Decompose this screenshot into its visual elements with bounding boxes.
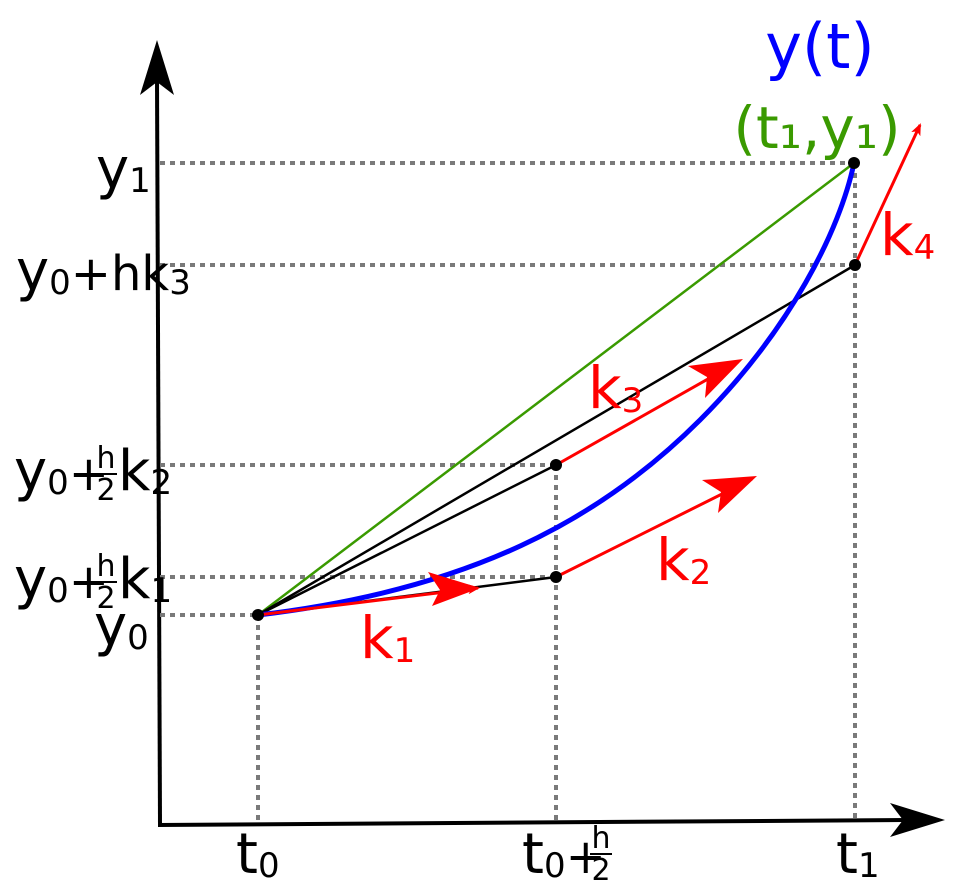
arrow-up-icon [140, 40, 174, 95]
black-chord-k3 [257, 263, 856, 617]
label-t0-h2: t0+ h 2 [522, 821, 612, 888]
svg-text:h: h [96, 549, 115, 584]
label-y0: y0 [94, 594, 149, 659]
black-chord-mid [257, 463, 557, 617]
svg-text:k1: k1 [118, 547, 172, 612]
points [252, 157, 861, 621]
y-axis [155, 79, 162, 826]
guide-lines [160, 161, 857, 822]
svg-text:t0+: t0+ [522, 822, 606, 887]
svg-text:2: 2 [96, 581, 115, 616]
curve-label: y(t) [765, 10, 874, 83]
label-y1: y1 [96, 137, 151, 202]
k1-arrowhead [428, 572, 480, 606]
label-k4: k4 [880, 201, 935, 269]
svg-text:y0+: y0+ [14, 439, 109, 504]
svg-text:h: h [96, 441, 115, 476]
endpoint-label: (t₁,y₁) [733, 94, 900, 162]
svg-text:k2: k2 [118, 439, 172, 504]
k2-arrowhead [702, 476, 757, 513]
svg-text:2: 2 [96, 473, 115, 508]
label-y0-h2k1: y0+ h 2 k1 [14, 547, 172, 616]
label-t0: t0 [236, 822, 280, 887]
label-t1: t1 [836, 822, 880, 887]
svg-text:h: h [591, 821, 610, 856]
solution-curve [257, 162, 857, 618]
arrow-right-icon [890, 803, 945, 837]
label-k1: k1 [360, 604, 415, 672]
green-chord [257, 162, 855, 616]
label-y0-hk3: y0+hk3 [16, 239, 191, 304]
label-y0-h2k2: y0+ h 2 k2 [14, 439, 172, 508]
k4-arrow [853, 123, 922, 266]
k2-arrow [555, 477, 753, 579]
x-axis [157, 818, 906, 827]
svg-text:2: 2 [591, 853, 610, 888]
label-k3: k3 [588, 354, 643, 422]
k3-arrowhead [688, 359, 743, 398]
label-k2: k2 [656, 526, 711, 594]
